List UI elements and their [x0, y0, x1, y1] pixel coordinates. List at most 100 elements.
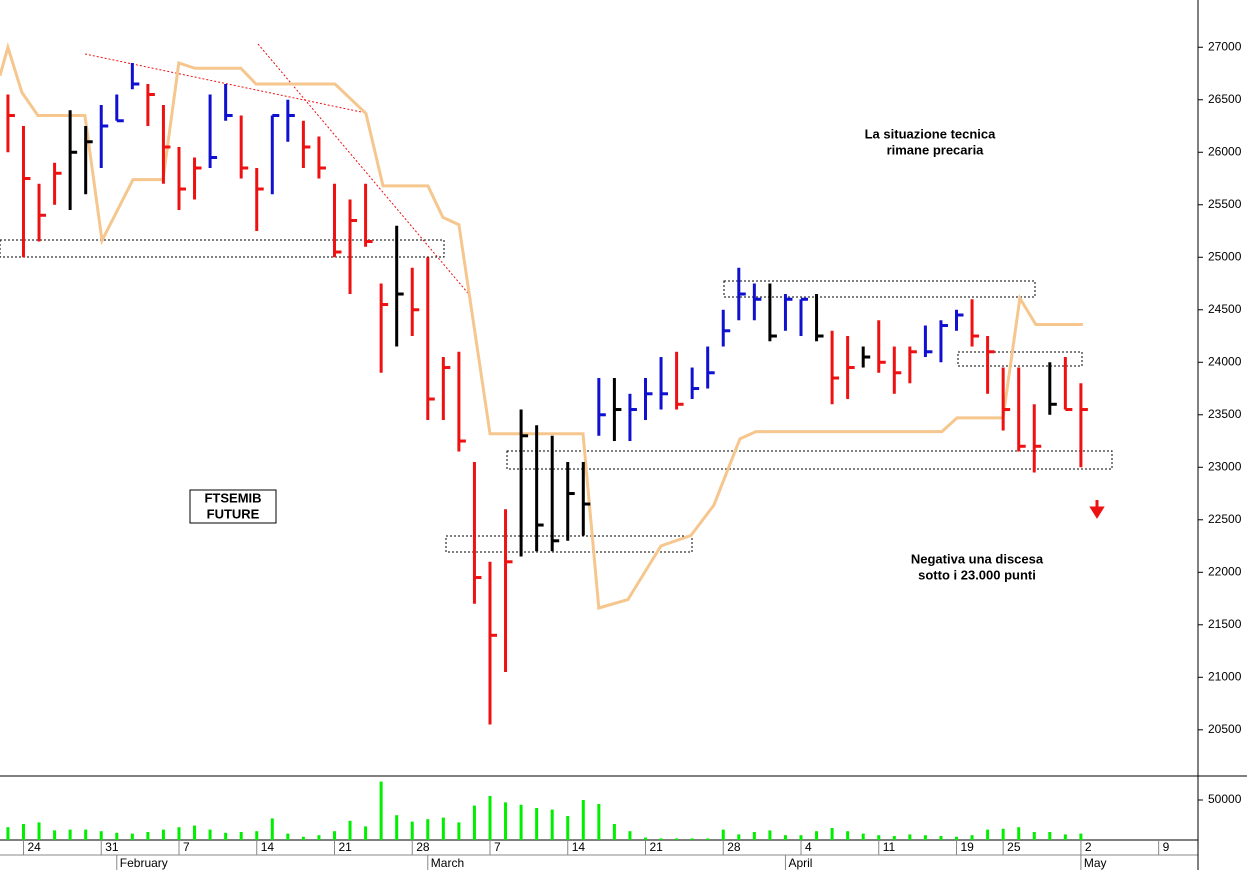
volume-bar	[99, 831, 103, 840]
volume-bar	[1032, 832, 1036, 840]
volume-bar	[332, 831, 336, 840]
volume-bar	[68, 829, 72, 840]
annotation: sotto i 23.000 punti	[918, 567, 1036, 582]
volume-bar	[379, 781, 383, 840]
x-tick-label: 25	[1007, 840, 1021, 854]
volume-bar	[504, 802, 508, 840]
volume-bar	[892, 836, 896, 840]
volume-bar	[550, 809, 554, 840]
x-tick-label: 19	[961, 840, 975, 854]
y-tick-label: 24000	[1208, 354, 1242, 368]
volume-bar	[768, 830, 772, 840]
chart-label: FUTURE	[207, 506, 260, 521]
volume-bar	[193, 825, 197, 840]
volume-bar	[783, 835, 787, 840]
volume-bar	[706, 838, 710, 840]
y-tick-label: 25500	[1208, 197, 1242, 211]
volume-bar	[115, 832, 119, 840]
volume-bar	[566, 816, 570, 840]
y-tick-label: 50000	[1208, 792, 1242, 806]
volume-bar	[130, 833, 134, 840]
volume-bar	[441, 817, 445, 840]
volume-bar	[348, 820, 352, 840]
x-tick-label: 2	[1085, 840, 1092, 854]
volume-bar	[628, 831, 632, 840]
x-tick-label: 31	[105, 840, 119, 854]
support-box	[445, 535, 693, 553]
y-tick-label: 26500	[1208, 92, 1242, 106]
volume-bar	[488, 796, 492, 840]
x-tick-label: 28	[727, 840, 741, 854]
trend-lines	[84, 43, 473, 299]
volume-bar	[21, 824, 25, 840]
volume-bar	[410, 821, 414, 840]
support-box	[723, 280, 1036, 298]
y-tick-label: 23000	[1208, 459, 1242, 473]
support-box	[506, 450, 1113, 470]
volume-bar	[923, 835, 927, 840]
volume-bar	[970, 835, 974, 840]
volume-bar	[799, 835, 803, 840]
volume-bar	[364, 826, 368, 840]
volume-bar	[955, 836, 959, 840]
x-tick-label: 11	[883, 840, 896, 854]
month-label: May	[1084, 856, 1107, 870]
y-tick-label: 21000	[1208, 669, 1242, 683]
x-tick-label: 24	[27, 840, 41, 854]
volume-bar	[612, 824, 616, 840]
volume-bar	[1017, 827, 1021, 840]
x-tick-label: 9	[1163, 840, 1170, 854]
x-tick-label: 4	[805, 840, 812, 854]
volume-bar	[317, 835, 321, 840]
volume-bar	[472, 805, 476, 840]
trailing-line	[0, 41, 1083, 610]
y-tick-label: 26000	[1208, 144, 1242, 158]
volume-bar	[737, 834, 741, 840]
volume-bar	[939, 836, 943, 840]
volume-bar	[177, 827, 181, 840]
support-box	[0, 239, 445, 258]
x-tick-label: 21	[338, 840, 352, 854]
volume-bar	[224, 832, 228, 840]
volume-bar	[690, 838, 694, 840]
volume-bar	[908, 834, 912, 840]
x-tick-label: 7	[494, 840, 501, 854]
y-tick-label: 21500	[1208, 617, 1242, 631]
y-tick-label: 20500	[1208, 722, 1242, 736]
month-label: February	[120, 856, 168, 870]
x-tick-label: 14	[572, 840, 586, 854]
label-box	[189, 489, 277, 524]
support-boxes	[0, 239, 1113, 553]
y-tick-label: 23500	[1208, 407, 1242, 421]
x-tick-label: 28	[416, 840, 430, 854]
volume-bar	[395, 815, 399, 840]
y-tick-label: 22000	[1208, 564, 1242, 578]
down-arrow	[1089, 500, 1105, 519]
volume-bar	[519, 804, 523, 840]
volume-bar	[37, 822, 41, 840]
month-label: April	[788, 856, 812, 870]
trend-line	[257, 43, 473, 299]
y-tick-label: 22500	[1208, 512, 1242, 526]
volume-bar	[1063, 834, 1067, 840]
volume-bar	[6, 827, 10, 840]
volume-bar	[426, 819, 430, 840]
volume-bar	[301, 836, 305, 840]
y-tick-label: 25000	[1208, 249, 1242, 263]
x-tick-label: 7	[183, 840, 190, 854]
volume-bar	[986, 829, 990, 840]
volume-bar	[815, 831, 819, 840]
volume-bar	[597, 804, 601, 840]
chart-label: FTSEMIB	[204, 490, 261, 505]
x-tick-label: 21	[649, 840, 663, 854]
volume-bar	[643, 837, 647, 840]
volume-bar	[53, 830, 57, 840]
volume-bar	[830, 828, 834, 840]
volume-bar	[270, 818, 274, 840]
x-tick-label: 14	[261, 840, 275, 854]
volume-bar	[1048, 832, 1052, 840]
volume-bar	[659, 838, 663, 840]
volume-bar	[84, 829, 88, 840]
annotation: Negativa una discesa	[911, 551, 1044, 566]
